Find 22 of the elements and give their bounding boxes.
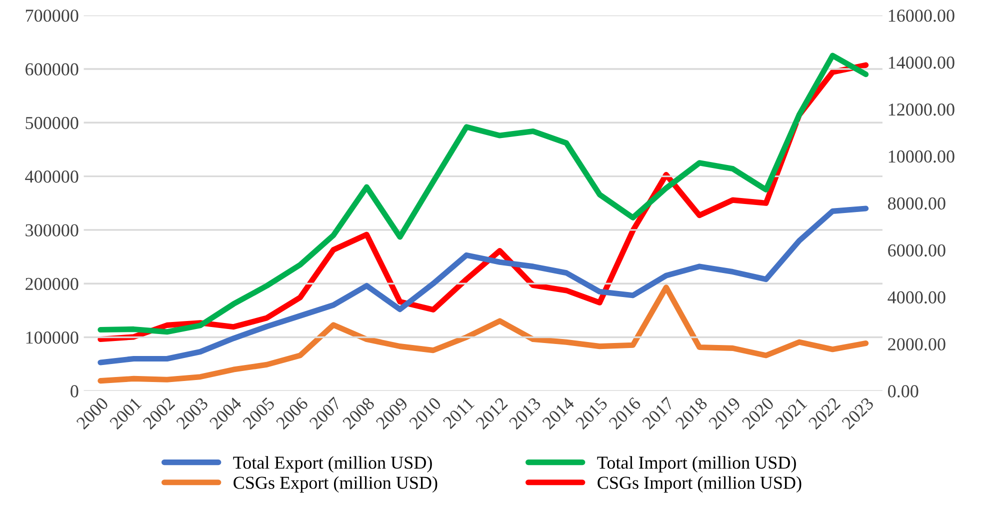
y-tick-label: 500000 xyxy=(26,116,78,130)
x-tick-label: 2011 xyxy=(442,396,475,430)
legend-label: Total Export (million USD) xyxy=(233,456,432,472)
y2-tick-label: 2000.00 xyxy=(888,338,946,350)
y2-tick-label: 12000.00 xyxy=(888,103,954,116)
y-tick-label: 400000 xyxy=(25,170,78,183)
y2-tick-label: 4000.00 xyxy=(888,291,946,304)
y-tick-label: 600000 xyxy=(26,63,78,76)
y2-tick-label: 10000.00 xyxy=(888,150,954,163)
legend-label: CSGs Export (million USD) xyxy=(234,476,438,493)
legend-label: Total Import (million USD) xyxy=(597,456,796,472)
y-tick-label: 700000 xyxy=(26,10,78,22)
y-tick-label: 0 xyxy=(70,385,78,398)
y2-tick-label: 8000.00 xyxy=(888,197,946,210)
y2-tick-label: 6000.00 xyxy=(888,244,946,257)
y-tick-label: 300000 xyxy=(26,224,78,236)
y2-tick-label: 14000.00 xyxy=(888,56,954,69)
y-tick-label: 100000 xyxy=(26,332,78,344)
y-tick-label: 200000 xyxy=(26,278,78,290)
legend-label: CSGs Import (million USD) xyxy=(598,476,802,493)
y2-tick-label: 16000.00 xyxy=(888,10,954,22)
y2-tick-label: 0.00 xyxy=(888,385,918,398)
